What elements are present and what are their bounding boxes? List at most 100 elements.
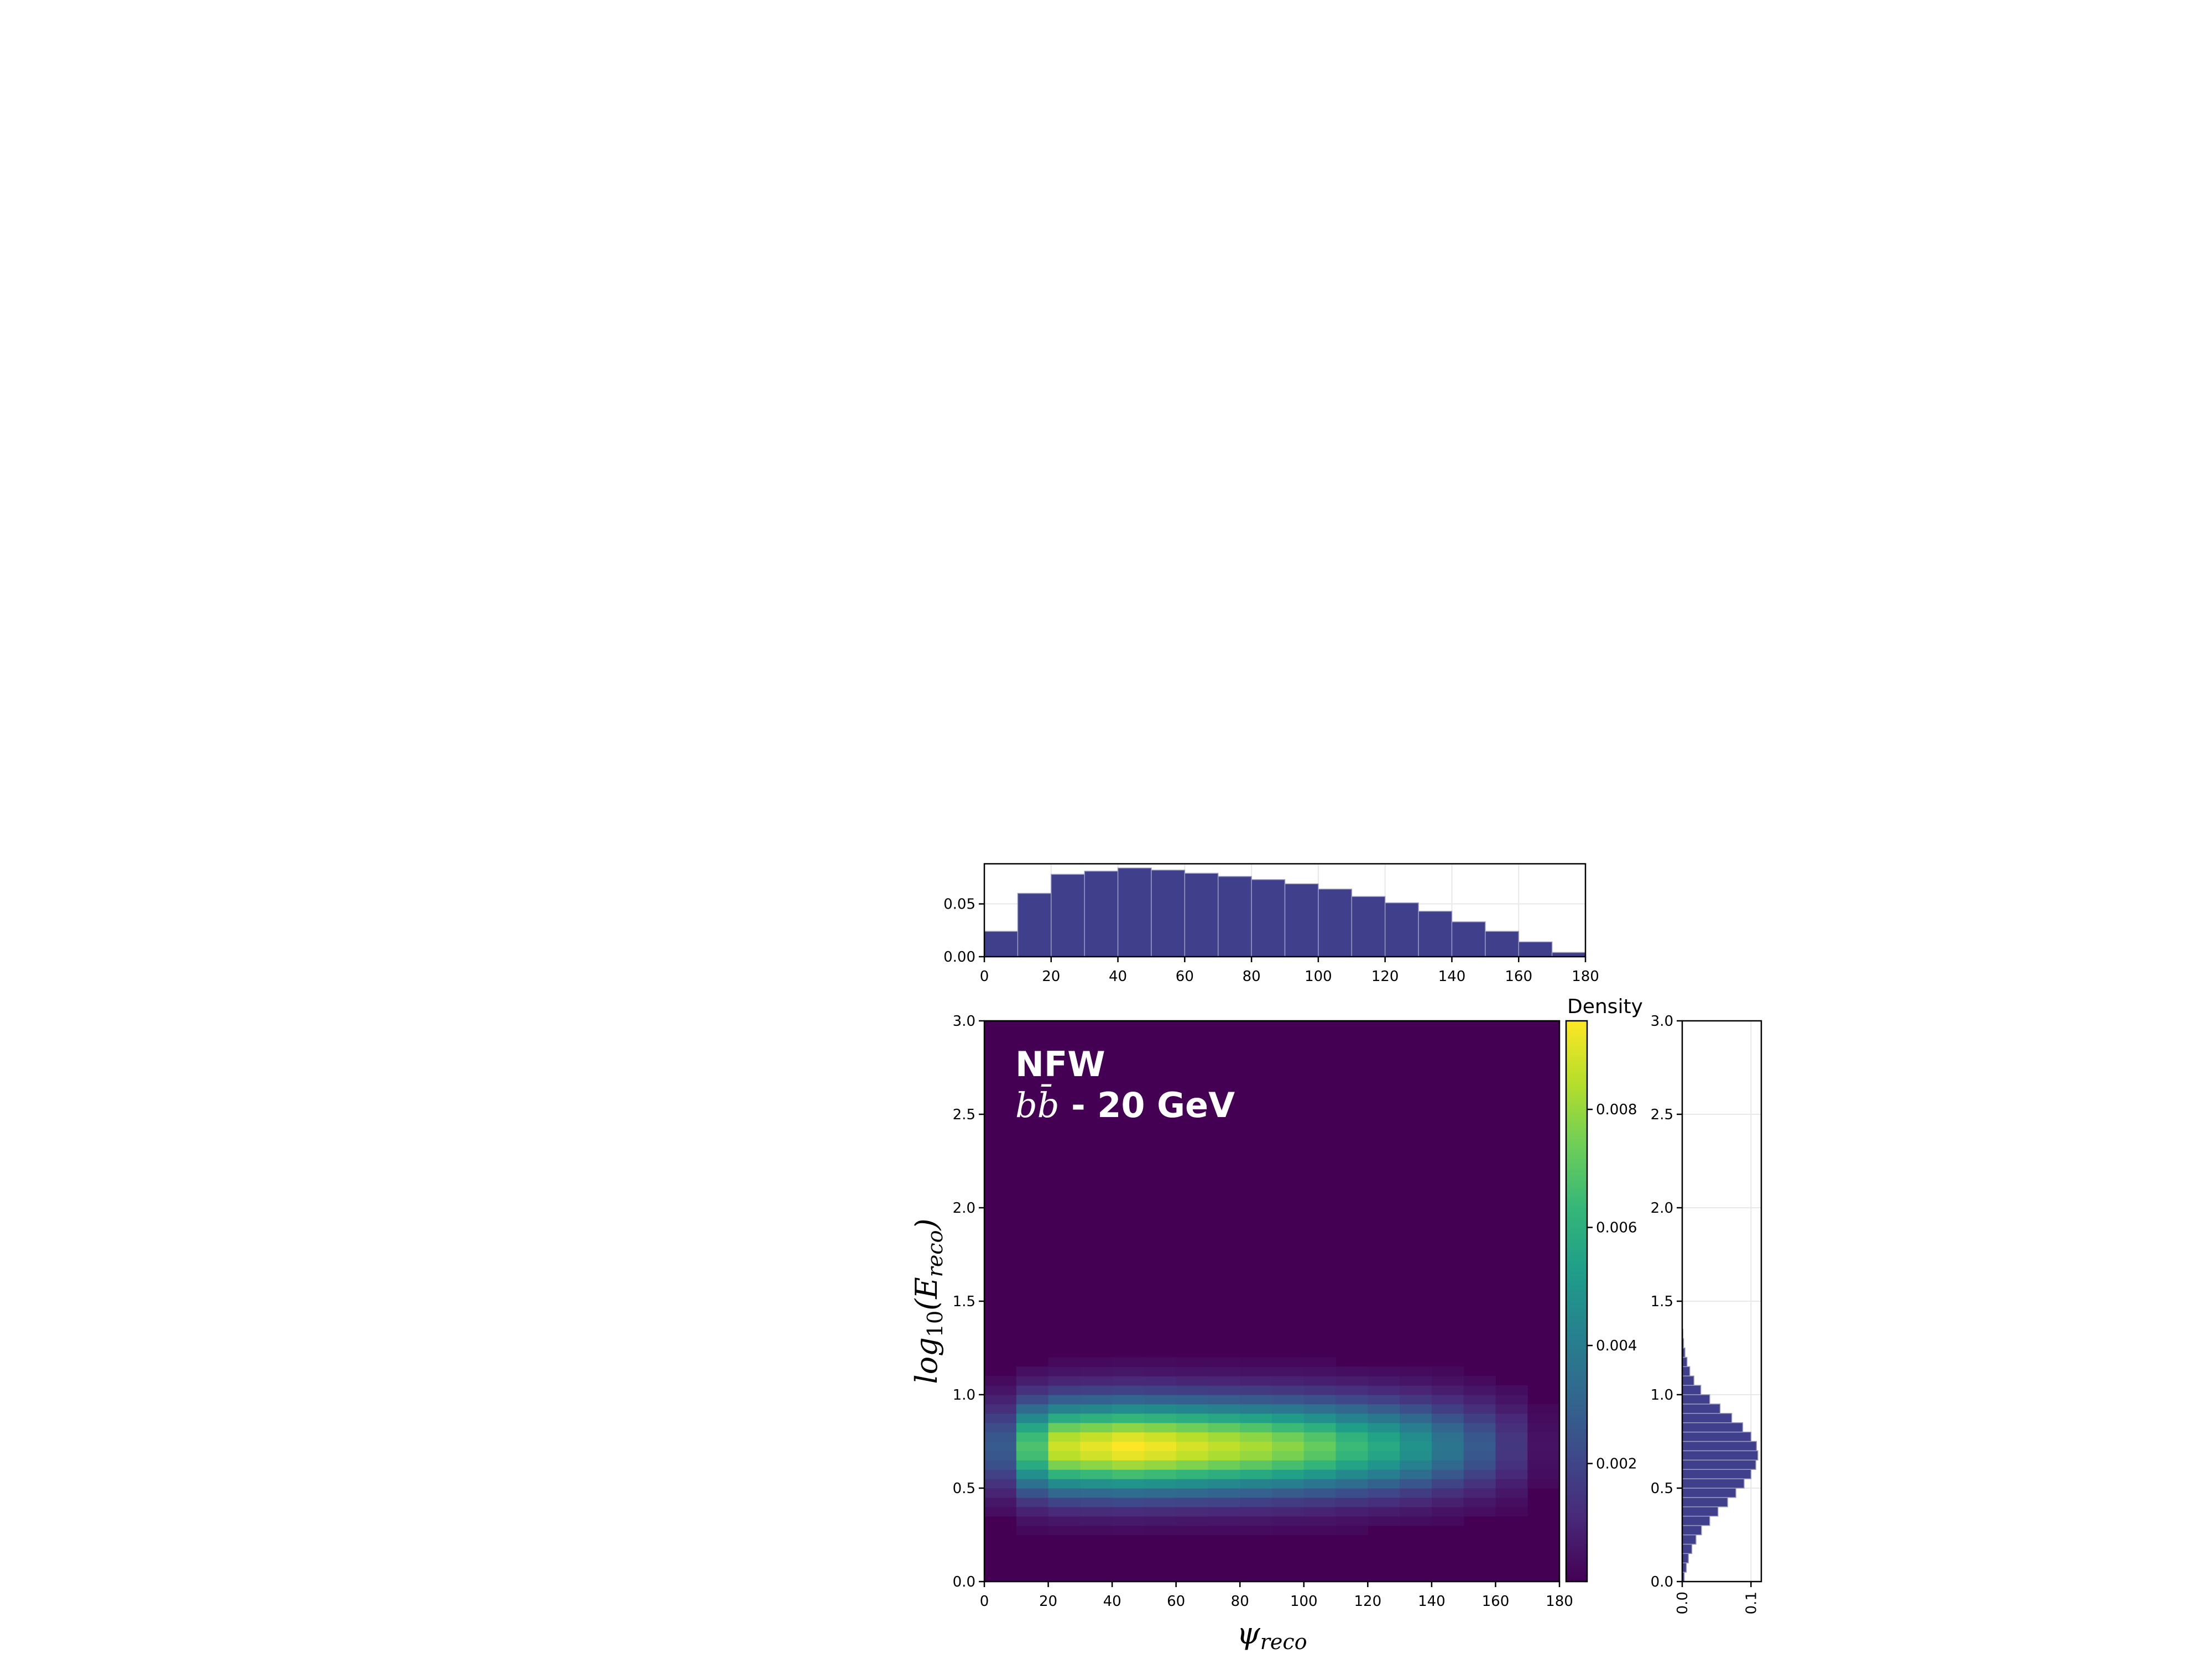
heatmap-cell [1016, 1451, 1049, 1460]
top-hist-y-ticks: 0.00 0.05 [943, 896, 984, 966]
heatmap-cell [1144, 1488, 1177, 1498]
heatmap-cell [1431, 1366, 1464, 1376]
top-hist-x-tick-label: 60 [1176, 968, 1194, 985]
heatmap-cell [1527, 1441, 1560, 1451]
heatmap-cell [1144, 1525, 1177, 1536]
heatmap-cell [1080, 1432, 1113, 1442]
top-hist-bars [984, 867, 1586, 957]
heatmap-cell [1080, 1366, 1113, 1376]
heatmap-cell [1016, 1479, 1049, 1489]
heatmap-y-tick-label: 0.5 [953, 1480, 975, 1497]
colorbar-tick-label: 0.002 [1596, 1456, 1637, 1473]
heatmap-cell [1303, 1376, 1337, 1386]
heatmap-cell [1431, 1441, 1464, 1451]
heatmap-cell [1368, 1366, 1400, 1376]
heatmap-cell [1335, 1432, 1368, 1442]
heatmap-cell [1368, 1479, 1400, 1489]
heatmap-x-tick-label: 140 [1418, 1593, 1446, 1610]
heatmap-cell [1368, 1516, 1400, 1526]
heatmap-cell [1303, 1366, 1337, 1376]
heatmap-cell [1048, 1469, 1081, 1479]
right-hist-bar [1682, 1459, 1756, 1470]
heatmap-cell [1208, 1385, 1240, 1395]
heatmap-cell [1176, 1385, 1209, 1395]
heatmap-cell [1080, 1451, 1113, 1460]
heatmap-cell [1240, 1469, 1272, 1479]
heatmap-cell [1080, 1422, 1113, 1433]
heatmap-cells [984, 1021, 1560, 1582]
heatmap-cell [1272, 1395, 1305, 1405]
heatmap-cell [1368, 1376, 1400, 1386]
heatmap-cell [1048, 1488, 1081, 1498]
heatmap-cell [1303, 1432, 1337, 1442]
heatmap-cell [1335, 1376, 1368, 1386]
heatmap-cell [1400, 1376, 1432, 1386]
heatmap-cell [1208, 1451, 1240, 1460]
heatmap-cell [1303, 1441, 1337, 1451]
heatmap-cell [1527, 1432, 1560, 1442]
heatmap-cell [1240, 1413, 1272, 1423]
heatmap-cell [1495, 1497, 1528, 1507]
top-hist-x-tick-label: 180 [1572, 968, 1599, 985]
heatmap-cell [1240, 1479, 1272, 1489]
heatmap-cell [1240, 1460, 1272, 1470]
heatmap-cell [1495, 1451, 1528, 1460]
heatmap-cell [1048, 1432, 1081, 1442]
heatmap-cell [1176, 1357, 1209, 1367]
heatmap-cell [1463, 1488, 1496, 1498]
annotation-profile: NFW [1015, 1044, 1105, 1084]
heatmap-cell [1112, 1469, 1145, 1479]
heatmap-cell [1112, 1525, 1145, 1536]
heatmap-cell [1303, 1460, 1337, 1470]
top-hist-x-tick-label: 140 [1438, 968, 1466, 985]
heatmap-cell [1400, 1404, 1432, 1414]
heatmap-cell [1048, 1497, 1081, 1507]
heatmap-cell [1495, 1441, 1528, 1451]
heatmap-cell [1176, 1497, 1209, 1507]
heatmap-cell [984, 1451, 1017, 1460]
heatmap-cell [1080, 1506, 1113, 1517]
top-hist-bar [1418, 911, 1453, 957]
top-hist-bar [1351, 896, 1386, 957]
heatmap-cell [1208, 1376, 1240, 1386]
heatmap-cell [1240, 1441, 1272, 1451]
heatmap-cell [1303, 1413, 1337, 1423]
heatmap-cell [1303, 1506, 1337, 1517]
top-hist-x-tick-label: 120 [1371, 968, 1399, 985]
right-hist-x-ticks: 0.0 0.1 [1674, 1582, 1760, 1614]
right-hist-bar [1682, 1478, 1745, 1489]
heatmap-cell [1176, 1413, 1209, 1423]
heatmap-cell [1208, 1404, 1240, 1414]
heatmap-cell [1048, 1395, 1081, 1405]
heatmap-cell [1240, 1385, 1272, 1395]
heatmap-cell [1335, 1441, 1368, 1451]
heatmap-cell [1335, 1385, 1368, 1395]
heatmap-cell [1208, 1357, 1240, 1367]
annotation-channel-name: bb̄ [1015, 1084, 1059, 1125]
heatmap-cell [1272, 1385, 1305, 1395]
heatmap-cell [1368, 1469, 1400, 1479]
top-hist-bar [1117, 867, 1152, 957]
heatmap-cell [1400, 1366, 1432, 1376]
heatmap-cell [1144, 1366, 1177, 1376]
heatmap-cell [1048, 1404, 1081, 1414]
y-axis-label: log10(Ereco) [909, 1218, 947, 1384]
heatmap-cell [1272, 1366, 1305, 1376]
heatmap-cell [1463, 1404, 1496, 1414]
heatmap-cell [1495, 1385, 1528, 1395]
heatmap-cell [1272, 1488, 1305, 1498]
heatmap-cell [1016, 1413, 1049, 1423]
heatmap-cell [1112, 1506, 1145, 1517]
heatmap-cell [1240, 1395, 1272, 1405]
heatmap-cell [1431, 1488, 1464, 1498]
heatmap-cell [1272, 1469, 1305, 1479]
heatmap-cell [1463, 1385, 1496, 1395]
heatmap-cell [1144, 1469, 1177, 1479]
top-hist-x-tick-label: 160 [1505, 968, 1532, 985]
heatmap-cell [1431, 1460, 1464, 1470]
heatmap-cell [984, 1506, 1017, 1517]
heatmap-cell [1431, 1479, 1464, 1489]
heatmap-cell [984, 1460, 1017, 1470]
heatmap-cell [1303, 1469, 1337, 1479]
heatmap-cell [1335, 1525, 1368, 1536]
